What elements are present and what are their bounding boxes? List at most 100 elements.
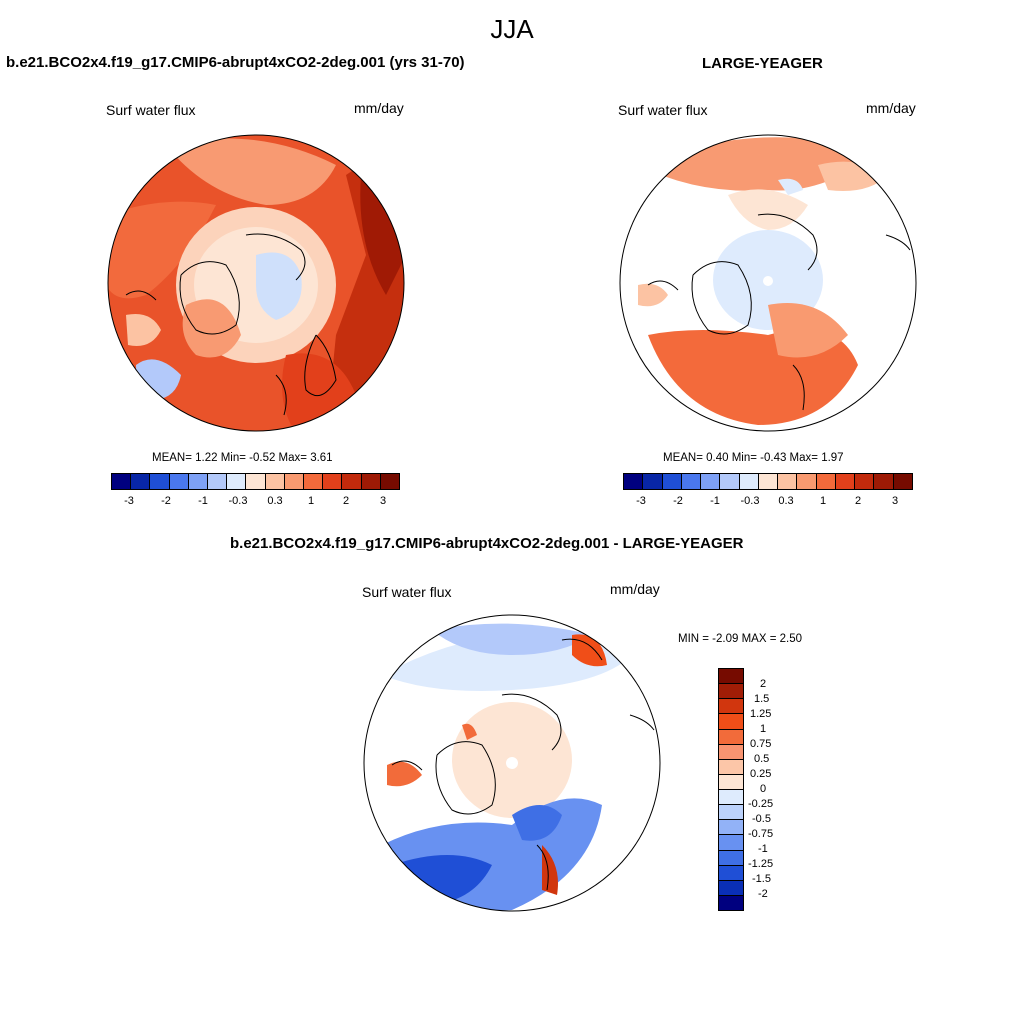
diff-stats: MIN = -2.09 MAX = 2.50 bbox=[678, 633, 803, 645]
right-stats: MEAN= 0.40 Min= -0.43 Max= 1.97 bbox=[663, 452, 844, 464]
left-colorbar-tick: 0.3 bbox=[267, 495, 283, 507]
colorbar-swatch bbox=[361, 474, 381, 489]
diff-colorbar-tick: -0.75 bbox=[748, 828, 774, 840]
colorbar-swatch bbox=[323, 474, 343, 489]
colorbar-swatch bbox=[304, 474, 324, 489]
right-panel-title: LARGE-YEAGER bbox=[702, 55, 823, 72]
right-pole-mask bbox=[763, 276, 773, 286]
right-colorbar-tick: -3 bbox=[636, 495, 646, 507]
colorbar-swatch bbox=[719, 805, 743, 821]
diff-colorbar-tick: -2 bbox=[758, 888, 768, 900]
right-colorbar-tick: -0.3 bbox=[740, 495, 760, 507]
colorbar-swatch bbox=[720, 474, 740, 489]
colorbar-swatch bbox=[265, 474, 285, 489]
colorbar-swatch bbox=[719, 744, 743, 760]
colorbar-swatch bbox=[719, 774, 743, 790]
diff-pole-mask bbox=[506, 757, 518, 769]
diff-variable-label: Surf water flux bbox=[362, 584, 452, 600]
diff-colorbar-tick: -1.25 bbox=[748, 858, 774, 870]
left-colorbar-tick: -0.3 bbox=[228, 495, 248, 507]
colorbar-swatch bbox=[719, 880, 743, 896]
left-colorbar-tick: -2 bbox=[161, 495, 171, 507]
diff-colorbar bbox=[718, 668, 744, 911]
colorbar-swatch bbox=[797, 474, 817, 489]
colorbar-swatch bbox=[719, 850, 743, 866]
diff-colorbar-tick: -1.5 bbox=[752, 873, 771, 885]
colorbar-swatch bbox=[246, 474, 266, 489]
right-colorbar-tick: 3 bbox=[891, 495, 899, 507]
left-map-fill bbox=[108, 135, 404, 431]
figure-title: JJA bbox=[490, 14, 534, 44]
left-polar-map bbox=[107, 134, 405, 432]
diff-colorbar-tick: 1.25 bbox=[750, 708, 772, 720]
right-units-label: mm/day bbox=[866, 100, 916, 116]
colorbar-swatch bbox=[188, 474, 209, 489]
right-colorbar bbox=[623, 473, 913, 490]
left-map-border bbox=[107, 134, 405, 432]
colorbar-swatch bbox=[719, 669, 743, 685]
diff-colorbar-tick: 1.5 bbox=[754, 693, 770, 705]
colorbar-swatch bbox=[284, 474, 305, 489]
left-coastlines bbox=[125, 233, 337, 416]
colorbar-swatch bbox=[719, 790, 743, 806]
colorbar-swatch bbox=[624, 474, 644, 489]
left-colorbar-tick: -1 bbox=[198, 495, 208, 507]
diff-units-label: mm/day bbox=[610, 581, 660, 597]
diff-map-border bbox=[363, 614, 661, 912]
right-coastlines bbox=[647, 213, 911, 411]
right-colorbar-tick: 2 bbox=[854, 495, 862, 507]
left-colorbar-tick: -3 bbox=[124, 495, 134, 507]
colorbar-swatch bbox=[150, 474, 170, 489]
diff-colorbar-tick: -0.5 bbox=[752, 813, 771, 825]
colorbar-swatch bbox=[758, 474, 779, 489]
left-colorbar-tick: 2 bbox=[342, 495, 350, 507]
colorbar-swatch bbox=[662, 474, 682, 489]
colorbar-swatch bbox=[169, 474, 189, 489]
left-panel-title: b.e21.BCO2x4.f19_g17.CMIP6-abrupt4xCO2-2… bbox=[6, 54, 465, 71]
diff-colorbar-tick: 0.75 bbox=[750, 738, 772, 750]
colorbar-swatch bbox=[681, 474, 702, 489]
colorbar-swatch bbox=[835, 474, 856, 489]
left-units-label: mm/day bbox=[354, 100, 404, 116]
colorbar-swatch bbox=[643, 474, 663, 489]
diff-coastlines bbox=[391, 638, 655, 891]
diff-colorbar-tick: 1 bbox=[760, 723, 767, 735]
colorbar-swatch bbox=[719, 729, 743, 745]
colorbar-swatch bbox=[380, 474, 400, 489]
colorbar-swatch bbox=[719, 865, 743, 881]
colorbar-swatch bbox=[719, 895, 743, 910]
left-colorbar-tick: 1 bbox=[307, 495, 315, 507]
colorbar-swatch bbox=[701, 474, 721, 489]
colorbar-swatch bbox=[342, 474, 362, 489]
left-variable-label: Surf water flux bbox=[106, 102, 196, 118]
diff-colorbar-tick: 2 bbox=[760, 678, 767, 690]
colorbar-swatch bbox=[227, 474, 247, 489]
colorbar-swatch bbox=[208, 474, 228, 489]
diff-colorbar-tick: -1 bbox=[758, 843, 768, 855]
diff-colorbar-tick: 0.25 bbox=[750, 768, 772, 780]
colorbar-swatch bbox=[719, 759, 743, 775]
colorbar-swatch bbox=[855, 474, 875, 489]
colorbar-swatch bbox=[874, 474, 894, 489]
colorbar-swatch bbox=[778, 474, 798, 489]
right-variable-label: Surf water flux bbox=[618, 102, 708, 118]
diff-panel-title: b.e21.BCO2x4.f19_g17.CMIP6-abrupt4xCO2-2… bbox=[230, 535, 744, 552]
right-colorbar-tick: 0.3 bbox=[778, 495, 794, 507]
right-map-border bbox=[619, 134, 917, 432]
colorbar-swatch bbox=[719, 699, 743, 715]
left-stats: MEAN= 1.22 Min= -0.52 Max= 3.61 bbox=[152, 452, 333, 464]
diff-colorbar-tick: 0 bbox=[760, 783, 767, 795]
left-colorbar-tick: 3 bbox=[379, 495, 387, 507]
left-colorbar bbox=[111, 473, 400, 490]
colorbar-swatch bbox=[816, 474, 836, 489]
diff-colorbar-tick: 0.5 bbox=[754, 753, 770, 765]
right-colorbar-tick: 1 bbox=[819, 495, 827, 507]
colorbar-swatch bbox=[112, 474, 132, 489]
colorbar-swatch bbox=[719, 820, 743, 836]
right-polar-map bbox=[619, 134, 917, 432]
diff-colorbar-tick: -0.25 bbox=[748, 798, 774, 810]
colorbar-swatch bbox=[719, 835, 743, 851]
colorbar-swatch bbox=[739, 474, 759, 489]
colorbar-swatch bbox=[719, 684, 743, 700]
right-colorbar-tick: -1 bbox=[710, 495, 720, 507]
